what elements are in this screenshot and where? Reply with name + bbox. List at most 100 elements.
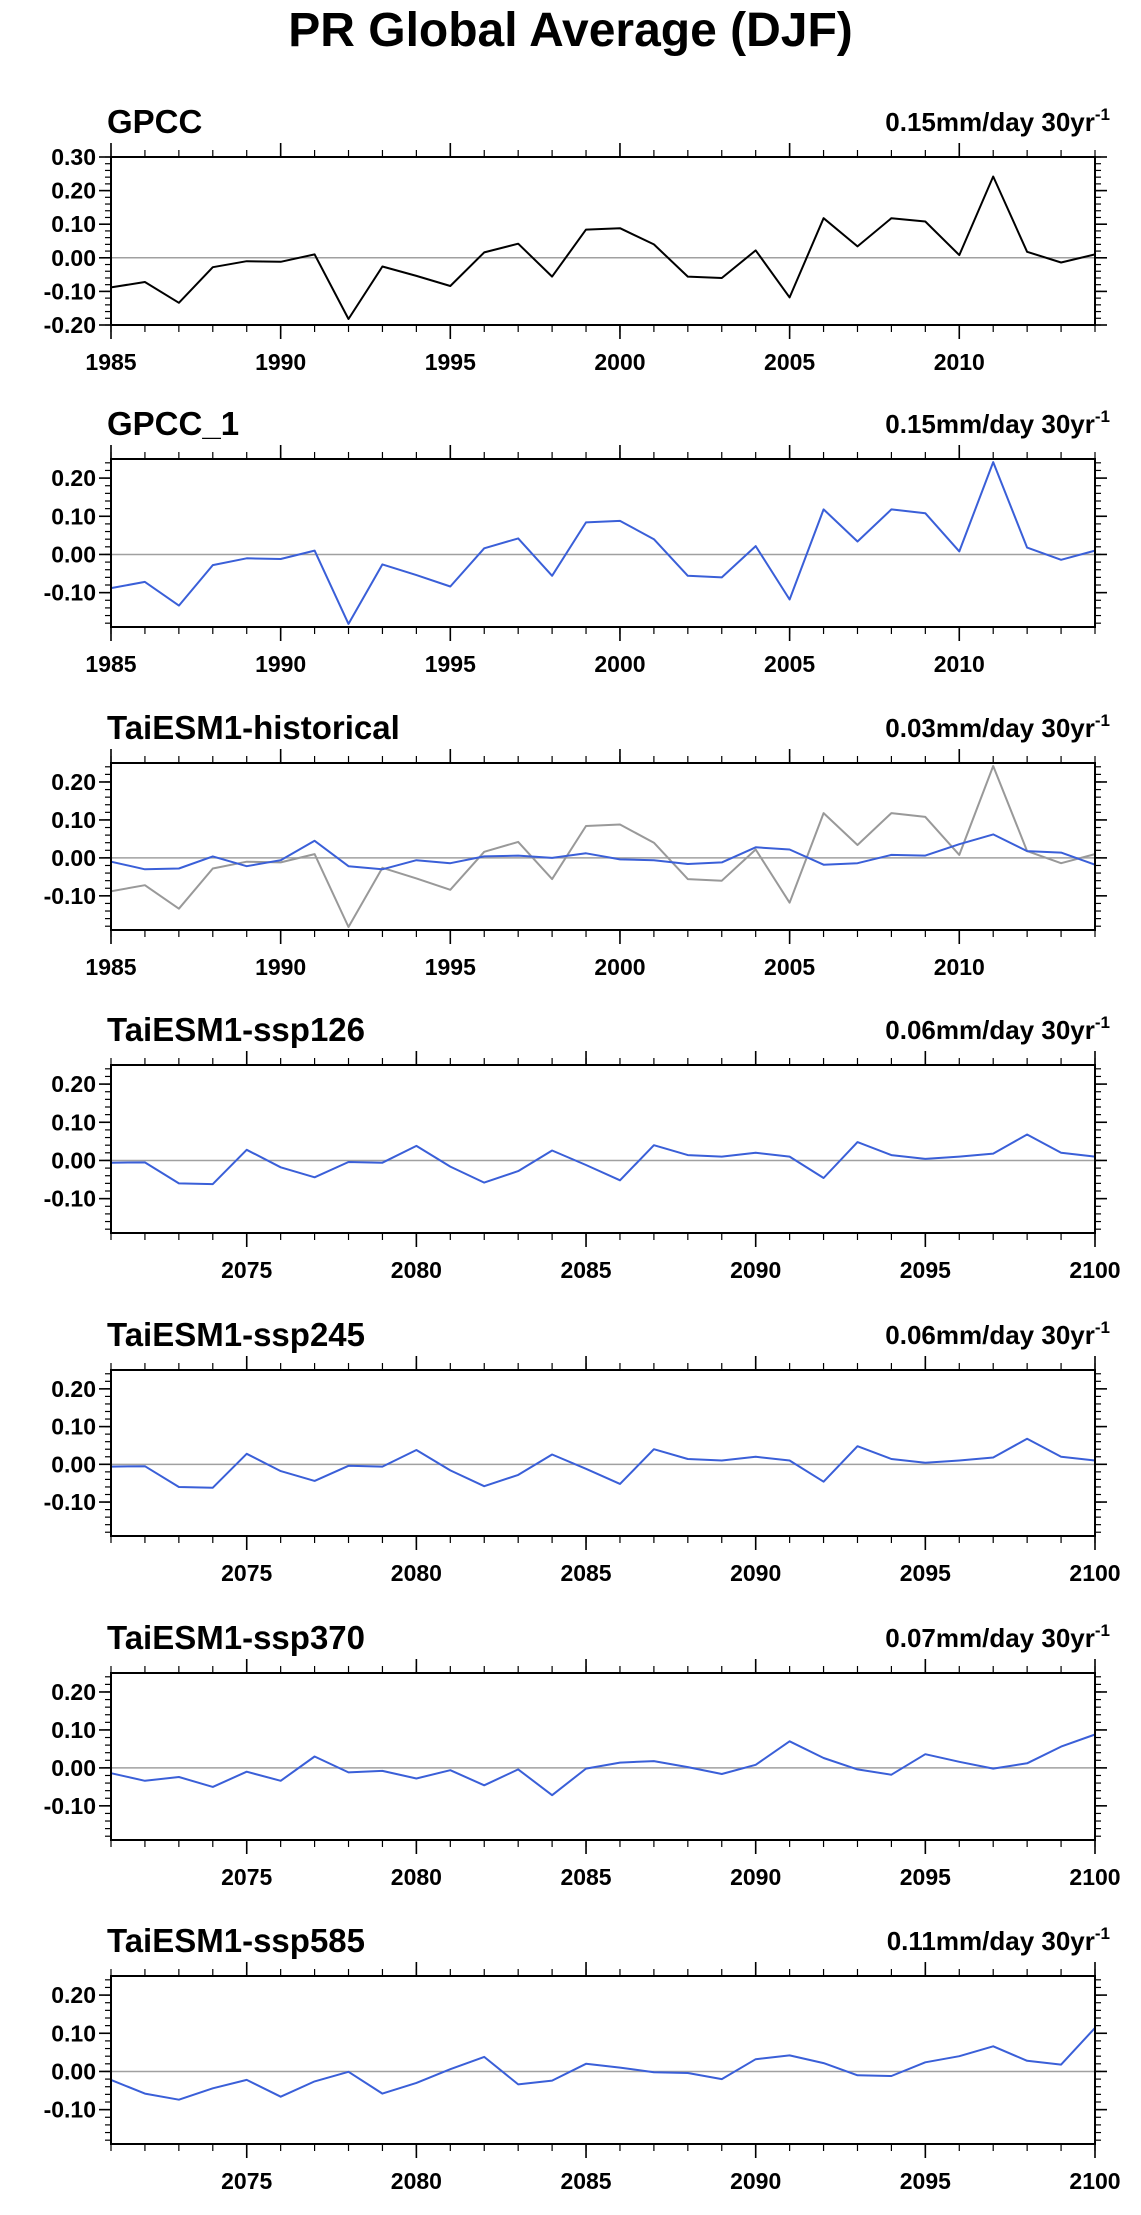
x-tick-label: 2100 [1069,2168,1120,2194]
chart-panel-3: TaiESM1-historical 0.03mm/day 30yr-1 -0.10… [44,709,1110,980]
series-line-1 [110,461,1096,625]
y-tick-label: 0.00 [51,1755,96,1781]
trend-annotation: 0.06mm/day 30yr-1 [885,1013,1110,1045]
y-tick-label: 0.10 [51,807,96,833]
x-tick-label: 2010 [934,954,985,980]
x-tick-label: 2000 [594,651,645,677]
chart-panel-7: TaiESM1-ssp585 0.11mm/day 30yr-1 -0.10 0.00… [44,1922,1121,2194]
trend-annotation-superscript: -1 [1095,1013,1110,1032]
trend-annotation: 0.15mm/day 30yr-1 [885,407,1110,439]
series-line-1 [110,1733,1096,1797]
y-tick-label: -0.10 [44,580,96,606]
trend-annotation-superscript: -1 [1095,1318,1110,1337]
x-tick-label: 2010 [934,349,985,375]
plot-frame [110,762,1096,931]
y-tick-label: -0.10 [44,883,96,909]
y-tick-label: 0.00 [51,1451,96,1477]
x-tick-label: 1995 [425,349,476,375]
x-tick-label: 2100 [1069,1560,1120,1586]
panel-title: GPCC [107,103,202,140]
chart-panel-6: TaiESM1-ssp370 0.07mm/day 30yr-1 -0.10 0.00… [44,1619,1121,1890]
y-tick-label: 0.20 [51,1071,96,1097]
y-tick-label: 0.10 [51,1414,96,1440]
y-tick-label: 0.20 [51,769,96,795]
x-tick-label: 2085 [560,1560,611,1586]
y-tick-label: 0.10 [51,1717,96,1743]
y-tick-label: 0.20 [51,1679,96,1705]
y-tick-label: 0.20 [51,465,96,491]
y-tick-label: -0.10 [44,1489,96,1515]
series-line-2 [110,833,1096,871]
x-tick-label: 2080 [391,1560,442,1586]
series-line-1 [110,175,1096,320]
y-tick-label: 0.00 [51,1147,96,1173]
x-tick-label: 2080 [391,1257,442,1283]
chart-panel-1: GPCC 0.15mm/day 30yr-1 -0.20 -0.10 0.00 0.10 0… [44,103,1110,375]
x-tick-label: 2080 [391,1864,442,1890]
panel-title: TaiESM1-historical [107,709,400,746]
trend-annotation-superscript: -1 [1095,711,1110,730]
trend-annotation-value: 0.03mm/day 30yr [885,713,1095,743]
x-tick-label: 1985 [85,954,136,980]
y-tick-label: -0.10 [44,2097,96,2123]
x-tick-label: 2100 [1069,1864,1120,1890]
x-tick-label: 1990 [255,349,306,375]
trend-annotation-value: 0.15mm/day 30yr [885,409,1095,439]
y-tick-label: -0.10 [44,1186,96,1212]
x-tick-label: 1985 [85,349,136,375]
chart-panel-2: GPCC_1 0.15mm/day 30yr-1 -0.10 0.00 0.10 0.20… [44,405,1110,677]
x-tick-label: 1990 [255,954,306,980]
trend-annotation-value: 0.06mm/day 30yr [885,1320,1095,1350]
y-tick-label: -0.10 [44,1793,96,1819]
series-line-1 [110,2027,1096,2101]
trend-annotation: 0.07mm/day 30yr-1 [885,1621,1110,1653]
y-tick-label: 0.20 [51,1376,96,1402]
x-tick-label: 2095 [900,1864,951,1890]
x-tick-label: 2010 [934,651,985,677]
x-tick-label: 2075 [221,1257,272,1283]
x-tick-label: 2080 [391,2168,442,2194]
trend-annotation-value: 0.15mm/day 30yr [885,107,1095,137]
x-tick-label: 2075 [221,2168,272,2194]
trend-annotation: 0.03mm/day 30yr-1 [885,711,1110,743]
plot-frame [110,1369,1096,1537]
x-tick-label: 1990 [255,651,306,677]
series-line-1 [110,765,1096,928]
x-tick-label: 2090 [730,1560,781,1586]
x-tick-label: 2095 [900,1257,951,1283]
chart-panel-5: TaiESM1-ssp245 0.06mm/day 30yr-1 -0.10 0.00… [44,1316,1121,1586]
plot-frame [110,458,1096,628]
trend-annotation-value: 0.06mm/day 30yr [885,1015,1095,1045]
x-tick-label: 2005 [764,954,815,980]
x-tick-label: 1985 [85,651,136,677]
panel-title: TaiESM1-ssp245 [107,1316,365,1353]
trend-annotation: 0.15mm/day 30yr-1 [885,105,1110,137]
x-tick-label: 2095 [900,2168,951,2194]
trend-annotation-superscript: -1 [1095,1621,1110,1640]
trend-annotation-superscript: -1 [1095,1924,1110,1943]
series-line-1 [110,1133,1096,1186]
x-tick-label: 2000 [594,954,645,980]
y-tick-label: 0.10 [51,211,96,237]
panel-title: TaiESM1-ssp126 [107,1011,365,1048]
trend-annotation-value: 0.07mm/day 30yr [885,1623,1095,1653]
x-tick-label: 2085 [560,1257,611,1283]
x-tick-label: 2005 [764,651,815,677]
y-tick-label: 0.00 [51,845,96,871]
x-tick-label: 2000 [594,349,645,375]
y-tick-label: 0.00 [51,245,96,271]
panel-title: TaiESM1-ssp370 [107,1619,365,1656]
x-tick-label: 2100 [1069,1257,1120,1283]
y-tick-label: -0.10 [44,278,96,304]
trend-annotation-superscript: -1 [1095,105,1110,124]
trend-annotation: 0.11mm/day 30yr-1 [887,1924,1110,1956]
plot-frame [110,1975,1096,2145]
y-tick-label: -0.20 [44,312,96,338]
x-tick-label: 2075 [221,1864,272,1890]
y-tick-label: 0.20 [51,178,96,204]
y-tick-label: 0.20 [51,1982,96,2008]
y-tick-label: 0.10 [51,1109,96,1135]
plot-frame [110,1672,1096,1841]
x-tick-label: 2090 [730,1257,781,1283]
